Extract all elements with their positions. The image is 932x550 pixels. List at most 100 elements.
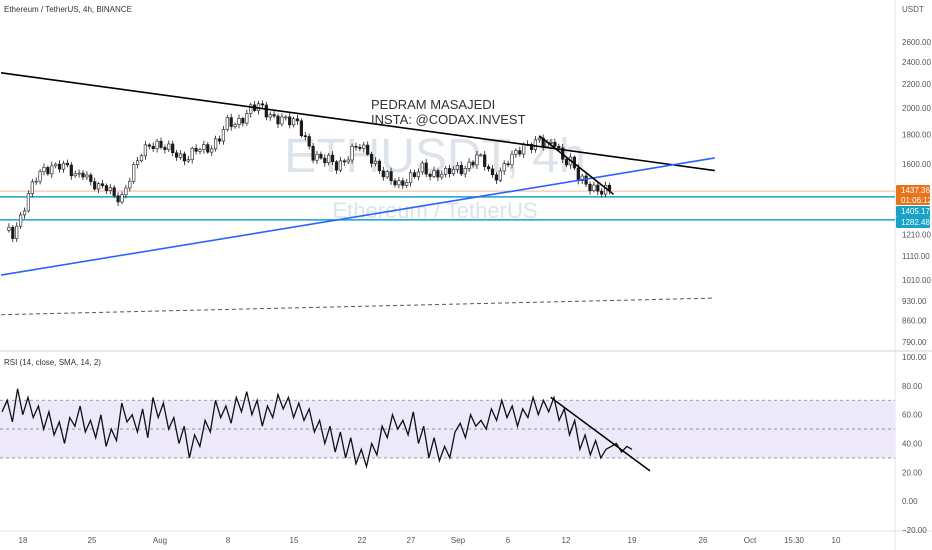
candle-up xyxy=(120,194,124,203)
price-tick-label: 930.00 xyxy=(902,297,927,306)
candle-up xyxy=(451,169,456,175)
candle-down xyxy=(299,120,304,137)
candle-up xyxy=(475,154,479,166)
candle-down xyxy=(518,150,522,155)
candle-up xyxy=(167,143,171,150)
candle-down xyxy=(428,173,432,177)
candle-up xyxy=(280,116,284,125)
candle-up xyxy=(249,104,253,114)
candle-down xyxy=(494,174,499,181)
candle-up xyxy=(50,165,54,175)
time-tick-label: 22 xyxy=(358,536,367,545)
rsi-tick-label: −20.00 xyxy=(902,526,927,535)
candle-down xyxy=(447,168,452,175)
level2-value: 1282.48 xyxy=(901,218,930,227)
candle-up xyxy=(580,175,584,181)
candle-down xyxy=(389,171,393,182)
candle-up xyxy=(537,137,541,141)
candle-down xyxy=(334,161,339,171)
candle-up xyxy=(385,171,389,178)
level-badge-2: 1282.48 xyxy=(896,217,930,228)
candle-down xyxy=(596,184,600,192)
level1-value: 1405.17 xyxy=(901,207,930,216)
candle-down xyxy=(264,104,268,118)
candle-up xyxy=(510,153,514,166)
candle-up xyxy=(38,171,42,182)
candle-down xyxy=(112,187,116,197)
candle-down xyxy=(159,140,163,148)
candle-down xyxy=(81,172,85,178)
price-tick-label: 1110.00 xyxy=(902,252,930,261)
price-axis[interactable]: 2600.00 2400.00 2200.00 2000.00 1800.00 1600.… xyxy=(902,38,931,347)
candle-up xyxy=(327,154,331,163)
candle-down xyxy=(483,154,487,167)
candle-up xyxy=(514,150,518,155)
candle-down xyxy=(100,183,105,186)
candle-up xyxy=(85,174,89,178)
candle-up xyxy=(350,145,354,161)
candle-down xyxy=(490,168,495,176)
candle-up xyxy=(108,187,112,191)
candle-up xyxy=(61,162,66,170)
candle-up xyxy=(373,160,378,164)
price-pane[interactable] xyxy=(0,72,895,316)
symbol-title[interactable]: Ethereum / TetherUS, 4h, BINANCE xyxy=(4,5,132,14)
candle-up xyxy=(128,180,132,189)
candle-up xyxy=(198,149,202,152)
rsi-tick-label: 60.00 xyxy=(902,411,923,420)
time-tick-label: 15 xyxy=(290,536,299,545)
candle-up xyxy=(139,155,144,162)
time-tick-label: 26 xyxy=(699,536,708,545)
trendline-lower xyxy=(0,157,715,276)
candle-up xyxy=(346,159,350,163)
rsi-tick-label: 80.00 xyxy=(902,382,923,391)
rsi-pane[interactable] xyxy=(0,388,895,472)
time-tick-label: Sep xyxy=(451,536,466,545)
rsi-axis[interactable]: 100.00 80.00 60.00 40.00 20.00 0.00 −20.00 xyxy=(902,353,927,535)
candle-up xyxy=(362,144,366,149)
candle-down xyxy=(486,166,491,170)
rsi-title[interactable]: RSI (14, close, SMA, 14, 2) xyxy=(4,358,101,367)
time-tick-label: 10 xyxy=(832,536,841,545)
time-axis[interactable]: 18 25 Aug 8 15 22 27 Sep 6 12 19 26 Oct 15:30 10 xyxy=(19,536,841,545)
trendline-upper xyxy=(0,72,715,172)
rsi-trendline xyxy=(550,396,651,472)
candle-up xyxy=(18,214,23,227)
candle-up xyxy=(549,141,553,144)
candle-up xyxy=(463,168,467,175)
price-tick-label: 2200.00 xyxy=(902,80,931,89)
candle-up xyxy=(34,180,38,183)
candle-down xyxy=(412,172,417,177)
time-tick-label: 27 xyxy=(407,536,416,545)
candle-down xyxy=(471,161,475,166)
candle-down xyxy=(529,143,534,150)
candle-up xyxy=(444,168,448,175)
candle-up xyxy=(22,210,27,216)
time-tick-label: Aug xyxy=(153,536,167,545)
candle-down xyxy=(307,136,311,147)
candle-up xyxy=(210,148,214,153)
candle-up xyxy=(221,129,226,142)
time-tick-label: 25 xyxy=(88,536,97,545)
candle-down xyxy=(366,144,370,155)
rsi-line xyxy=(1,388,633,470)
candle-down xyxy=(588,183,592,192)
candle-down xyxy=(57,163,62,170)
dashed-trend-line xyxy=(1,297,715,316)
time-tick-label: 8 xyxy=(226,536,231,545)
annotation-instagram: INSTA: @CODAX.INVEST xyxy=(371,112,526,127)
candle-up xyxy=(245,113,249,124)
rsi-tick-label: 100.00 xyxy=(902,353,927,362)
candle-up xyxy=(214,138,218,150)
candle-down xyxy=(358,146,362,149)
candle-down xyxy=(342,160,346,163)
candle-up xyxy=(432,170,436,177)
candle-down xyxy=(93,181,97,190)
candle-down xyxy=(381,170,385,178)
candle-down xyxy=(323,157,327,163)
candle-up xyxy=(26,193,31,212)
candle-down xyxy=(116,195,120,203)
rsi-tick-label: 40.00 xyxy=(902,440,923,449)
price-tick-label: 1210.00 xyxy=(902,231,931,240)
